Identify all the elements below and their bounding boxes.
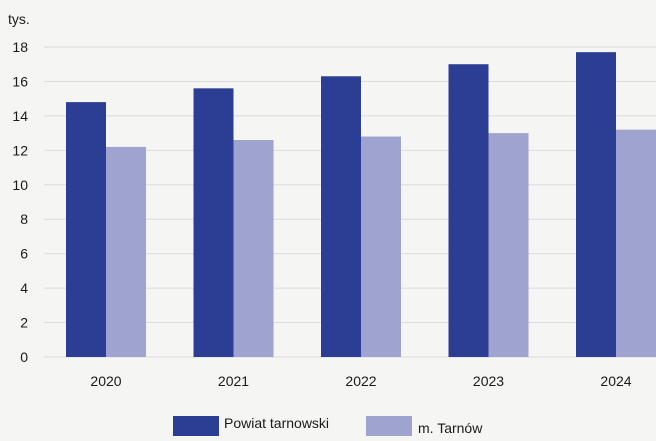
x-axis-ticks: 2020 2021 2022 2023 2024 [90,373,631,389]
y-tick-label: 2 [20,315,28,331]
bar-powiat-tarnowski-2021 [193,88,234,357]
y-tick-label: 0 [20,349,28,365]
y-tick-label: 8 [20,211,28,227]
bar-m-tarnow-2024 [616,129,656,357]
x-tick-label: 2022 [345,373,376,389]
x-tick-label: 2020 [90,373,121,389]
y-tick-label: 4 [20,280,28,296]
y-tick-label: 10 [12,177,28,193]
legend-swatch [366,416,412,436]
bar-powiat-tarnowski-2024 [576,52,616,358]
y-tick-label: 6 [20,246,28,262]
y-tick-label: 16 [12,73,28,89]
x-tick-label: 2023 [473,373,504,389]
bars [66,52,656,358]
y-tick-label: 14 [12,108,28,124]
bar-powiat-tarnowski-2020 [66,102,106,357]
bar-m-tarnow-2023 [488,133,529,357]
legend-label: Powiat tarnowski [224,415,329,431]
bar-m-tarnow-2020 [106,146,146,357]
y-tick-label: 18 [12,39,28,55]
bar-m-tarnow-2022 [361,136,401,357]
legend-swatch [173,416,219,436]
y-tick-label: 12 [12,142,28,158]
bar-powiat-tarnowski-2022 [321,76,361,358]
bar-powiat-tarnowski-2023 [448,64,489,357]
x-tick-label: 2021 [218,373,249,389]
y-axis-ticks: 0 2 4 6 8 10 12 14 16 18 [12,39,28,365]
y-axis-unit-label: tys. [8,11,30,27]
bar-m-tarnow-2021 [233,140,274,357]
x-tick-label: 2024 [600,373,631,389]
legend-label: m. Tarnów [418,420,483,436]
legend: Powiat tarnowski m. Tarnów [173,415,483,436]
